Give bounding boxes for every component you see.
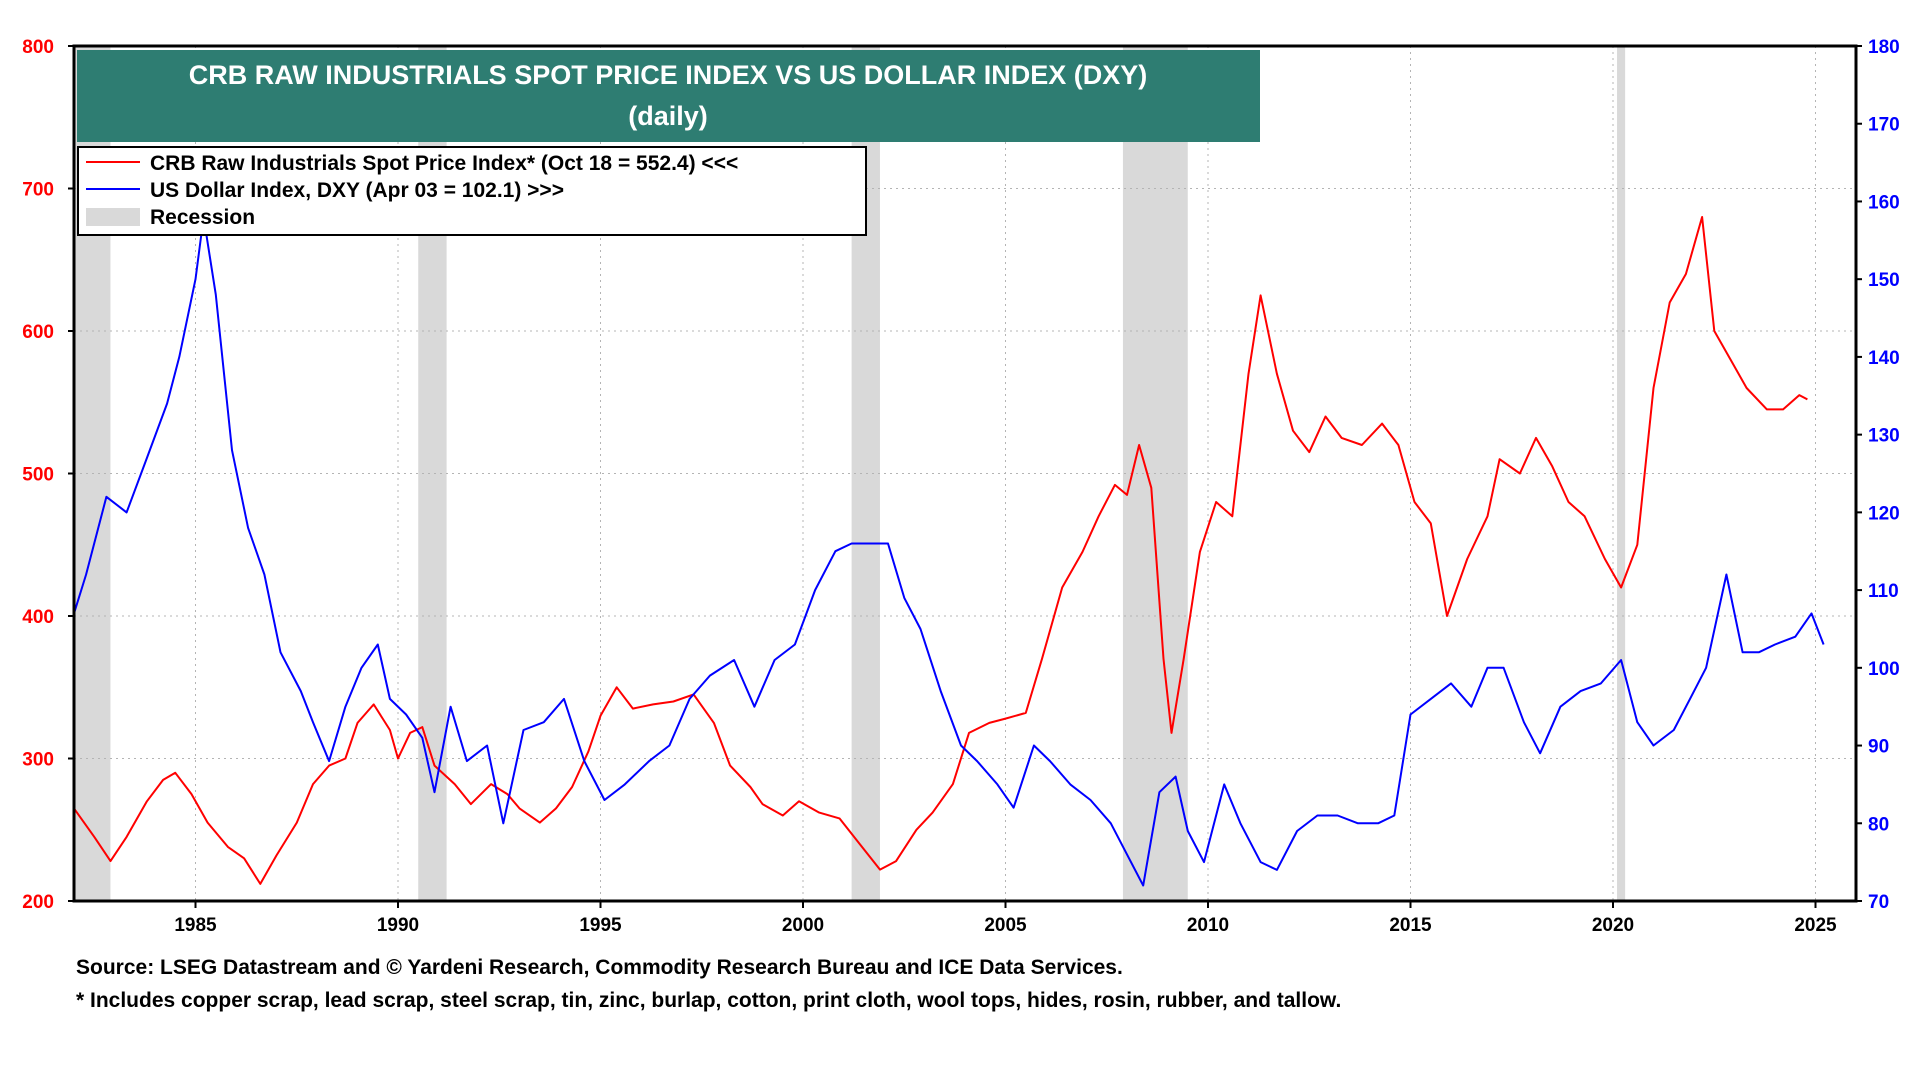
grid-layer: [74, 46, 1856, 901]
right-tick-label-80: 80: [1868, 814, 1889, 835]
right-tick-label-150: 150: [1868, 270, 1900, 291]
crb-series-line: [73, 216, 1808, 885]
left-tick-label-800: 800: [22, 37, 54, 58]
x-tick-label-1990: 1990: [377, 915, 419, 936]
left-tick-label-300: 300: [22, 750, 54, 771]
x-tick-label-2015: 2015: [1389, 915, 1432, 936]
left-tick-label-600: 600: [22, 322, 54, 343]
tick-layer: 800 700 600 500 400 300 200 180 170 160 150 140 130 1…: [22, 37, 1899, 936]
right-tick-label-160: 160: [1868, 192, 1900, 213]
right-tick-label-90: 90: [1868, 737, 1889, 758]
x-tick-label-1995: 1995: [579, 915, 622, 936]
left-tick-label-200: 200: [22, 892, 54, 913]
right-tick-label-140: 140: [1868, 348, 1900, 369]
right-tick-label-180: 180: [1868, 37, 1900, 58]
right-tick-label-120: 120: [1868, 503, 1900, 524]
dxy-series-line: [73, 216, 1825, 887]
left-tick-label-700: 700: [22, 180, 54, 201]
x-tick-label-2005: 2005: [984, 915, 1027, 936]
legend-label-crb: CRB Raw Industrials Spot Price Index* (O…: [150, 152, 738, 175]
x-tick-label-2020: 2020: [1592, 915, 1634, 936]
right-tick-label-170: 170: [1868, 115, 1900, 136]
x-tick-label-2000: 2000: [782, 915, 824, 936]
x-tick-label-1985: 1985: [174, 915, 217, 936]
legend-label-recession: Recession: [150, 206, 255, 229]
series-layer: [73, 216, 1825, 887]
right-tick-label-110: 110: [1868, 581, 1899, 602]
right-tick-label-130: 130: [1868, 426, 1900, 447]
x-tick-label-2025: 2025: [1794, 915, 1837, 936]
title-box: [77, 50, 1260, 142]
x-tick-label-2010: 2010: [1187, 915, 1229, 936]
chart-subtitle: (daily): [628, 101, 708, 131]
right-tick-label-70: 70: [1868, 892, 1889, 913]
left-tick-label-500: 500: [22, 465, 54, 486]
legend-label-dxy: US Dollar Index, DXY (Apr 03 = 102.1) >>…: [150, 179, 564, 202]
legend-swatch-recession: [86, 208, 140, 226]
footnote: * Includes copper scrap, lead scrap, ste…: [76, 989, 1341, 1012]
right-tick-label-100: 100: [1868, 659, 1900, 680]
left-tick-label-400: 400: [22, 607, 54, 628]
legend-box: [77, 146, 867, 236]
chart-title: CRB RAW INDUSTRIALS SPOT PRICE INDEX VS …: [189, 60, 1148, 90]
source-note: Source: LSEG Datastream and © Yardeni Re…: [76, 956, 1123, 979]
recession-band-4: [1617, 46, 1626, 901]
